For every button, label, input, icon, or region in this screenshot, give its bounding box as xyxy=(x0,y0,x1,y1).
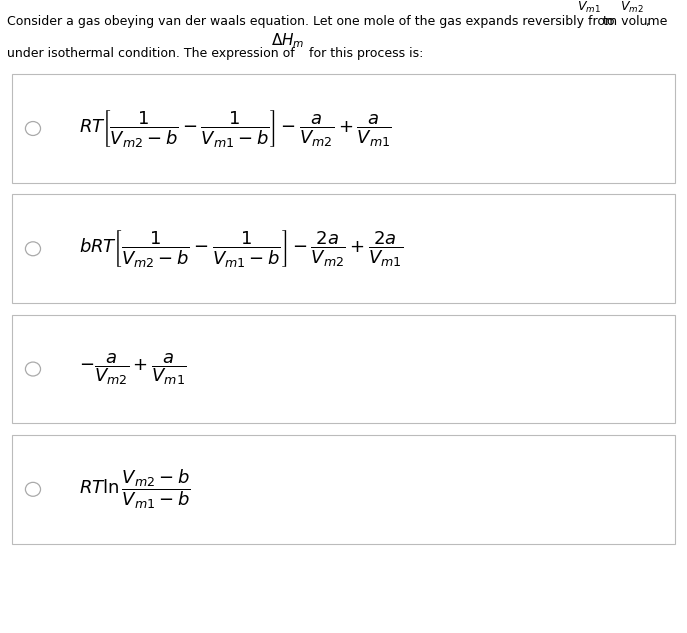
Text: $bRT\left[\dfrac{1}{V_{m2}-b} - \dfrac{1}{V_{m1}-b}\right] - \dfrac{2a}{V_{m2}} : $bRT\left[\dfrac{1}{V_{m2}-b} - \dfrac{1… xyxy=(79,229,403,269)
Text: $V_{m2}$: $V_{m2}$ xyxy=(620,1,644,15)
Text: $RT\left[\dfrac{1}{V_{m2}-b} - \dfrac{1}{V_{m1}-b}\right] - \dfrac{a}{V_{m2}} + : $RT\left[\dfrac{1}{V_{m2}-b} - \dfrac{1}… xyxy=(79,108,392,149)
FancyBboxPatch shape xyxy=(12,435,675,544)
Text: for this process is:: for this process is: xyxy=(309,47,423,60)
Text: $-\dfrac{a}{V_{m2}} + \dfrac{a}{V_{m1}}$: $-\dfrac{a}{V_{m2}} + \dfrac{a}{V_{m1}}$ xyxy=(79,351,187,387)
Text: $RT\ln\dfrac{V_{m2}-b}{V_{m1}-b}$: $RT\ln\dfrac{V_{m2}-b}{V_{m1}-b}$ xyxy=(79,468,190,511)
Text: ,: , xyxy=(646,15,650,28)
Text: Consider a gas obeying van der waals equation. Let one mole of the gas expands r: Consider a gas obeying van der waals equ… xyxy=(7,15,667,28)
Text: to: to xyxy=(603,15,616,28)
FancyBboxPatch shape xyxy=(12,74,675,183)
Text: under isothermal condition. The expression of: under isothermal condition. The expressi… xyxy=(7,47,295,60)
Text: $\Delta H_m$: $\Delta H_m$ xyxy=(271,32,305,50)
FancyBboxPatch shape xyxy=(12,315,675,423)
Text: $V_{m1}$: $V_{m1}$ xyxy=(577,1,601,15)
FancyBboxPatch shape xyxy=(12,194,675,303)
